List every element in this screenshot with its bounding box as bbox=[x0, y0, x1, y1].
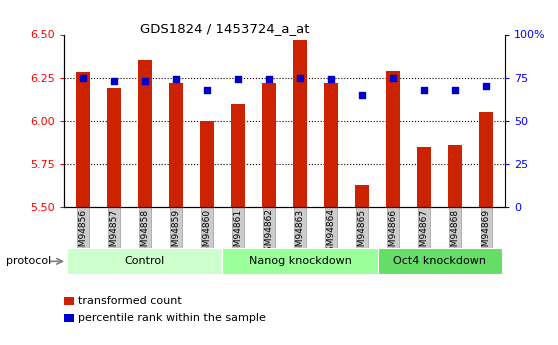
Bar bbox=[138, 60, 152, 207]
Bar bbox=[355, 185, 369, 207]
Text: GDS1824 / 1453724_a_at: GDS1824 / 1453724_a_at bbox=[140, 22, 309, 36]
Point bbox=[109, 78, 118, 84]
Point bbox=[296, 75, 305, 80]
Text: transformed count: transformed count bbox=[78, 296, 182, 306]
Text: protocol: protocol bbox=[6, 256, 51, 266]
Bar bbox=[231, 104, 245, 207]
Bar bbox=[417, 147, 431, 207]
Bar bbox=[200, 121, 214, 207]
Point bbox=[326, 77, 335, 82]
Bar bbox=[386, 71, 400, 207]
Bar bbox=[479, 112, 493, 207]
Point bbox=[78, 75, 87, 80]
Bar bbox=[293, 40, 307, 207]
Point bbox=[482, 83, 491, 89]
Bar bbox=[107, 88, 121, 207]
Bar bbox=[262, 83, 276, 207]
Point bbox=[389, 75, 398, 80]
Point bbox=[420, 87, 429, 92]
Bar bbox=[169, 83, 183, 207]
Text: Oct4 knockdown: Oct4 knockdown bbox=[393, 256, 487, 266]
Text: percentile rank within the sample: percentile rank within the sample bbox=[78, 313, 266, 323]
Point bbox=[264, 77, 273, 82]
Point bbox=[203, 87, 211, 92]
Bar bbox=[76, 72, 90, 207]
Point bbox=[451, 87, 460, 92]
Point bbox=[358, 92, 367, 98]
Point bbox=[141, 78, 150, 84]
Text: Nanog knockdown: Nanog knockdown bbox=[249, 256, 352, 266]
Text: Control: Control bbox=[125, 256, 165, 266]
Bar bbox=[324, 83, 338, 207]
Bar bbox=[448, 145, 463, 207]
Point bbox=[171, 77, 180, 82]
Point bbox=[234, 77, 243, 82]
